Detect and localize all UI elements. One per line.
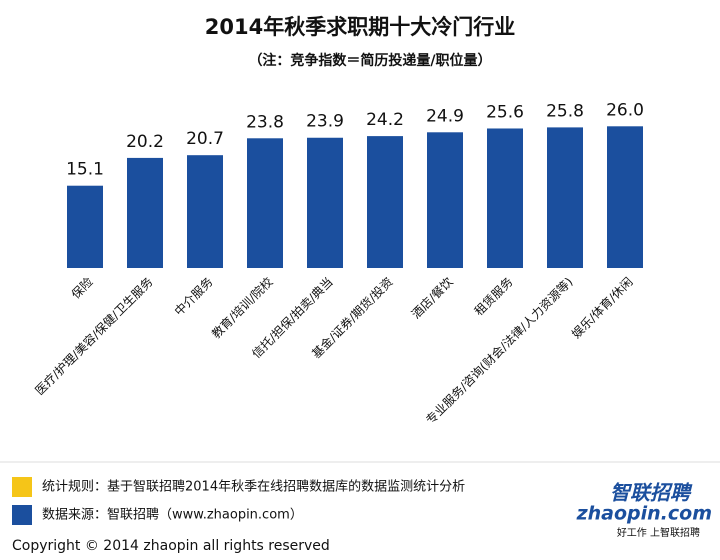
- x-tick-label: 中介服务: [171, 274, 216, 319]
- x-tick-label: 保险: [68, 274, 96, 302]
- bar: [127, 157, 163, 268]
- bar: [247, 138, 283, 268]
- note-swatch: [12, 505, 32, 525]
- logo-cn: 智联招聘: [610, 481, 693, 505]
- data-label: 25.8: [546, 101, 584, 121]
- x-tick-label: 教育/培训/院校: [208, 274, 275, 341]
- bar: [307, 137, 343, 268]
- data-label: 20.2: [126, 132, 164, 152]
- data-label: 25.6: [486, 102, 524, 122]
- bar: [187, 155, 223, 268]
- copyright: Copyright © 2014 zhaopin all rights rese…: [12, 538, 330, 554]
- data-label: 26.0: [606, 100, 644, 120]
- data-label: 23.8: [246, 112, 284, 132]
- bar: [487, 128, 523, 268]
- data-label: 24.9: [426, 106, 464, 126]
- bar: [547, 127, 583, 268]
- logo-slogan: 好工作 上智联招聘: [617, 526, 700, 539]
- note-swatch: [12, 477, 32, 497]
- bar: [367, 136, 403, 268]
- x-tick-label: 娱乐/体育/休闲: [568, 274, 635, 341]
- x-tick-label: 酒店/餐饮: [408, 274, 455, 321]
- logo-en: zhaopin.com: [576, 503, 712, 525]
- chart-subtitle: （注：竞争指数＝简历投递量/职位量）: [248, 52, 491, 69]
- note-text: 统计规则：基于智联招聘2014年秋季在线招聘数据库的数据监测统计分析: [42, 479, 465, 495]
- data-label: 15.1: [66, 160, 104, 180]
- bar: [607, 126, 643, 268]
- data-label: 24.2: [366, 110, 404, 130]
- data-label: 23.9: [306, 112, 344, 132]
- x-tick-label: 医疗/护理/美容/保健/卫生服务: [32, 274, 156, 398]
- bar: [67, 185, 103, 268]
- note-text: 数据来源：智联招聘（www.zhaopin.com）: [42, 508, 303, 523]
- x-tick-label: 租赁服务: [471, 274, 516, 319]
- chart-title: 2014年秋季求职期十大冷门行业: [205, 15, 515, 39]
- data-label: 20.7: [186, 129, 224, 149]
- bar: [427, 132, 463, 268]
